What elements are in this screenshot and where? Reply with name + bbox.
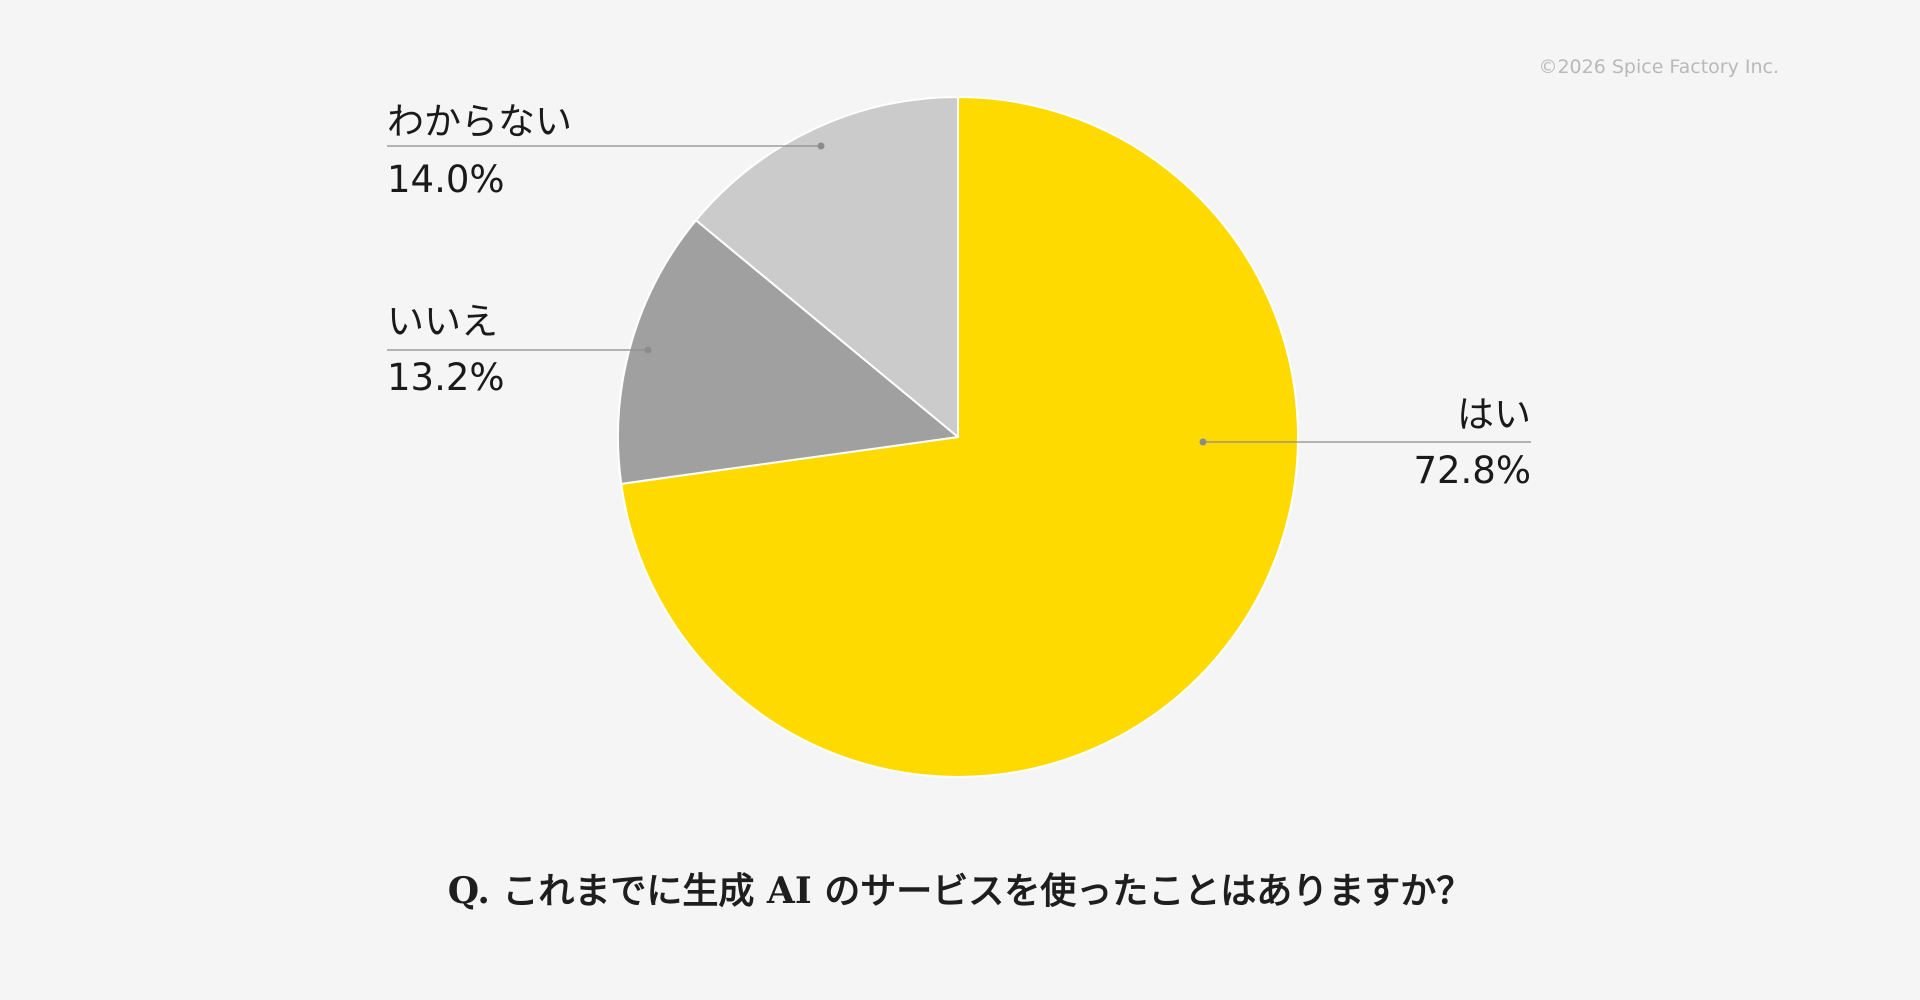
leader-dot-3 xyxy=(817,142,825,150)
pie-slice-3 xyxy=(695,96,959,438)
leader-dot-2 xyxy=(644,346,652,354)
pie-slice-1 xyxy=(620,96,1299,778)
slice-label-2: いいえ xyxy=(387,300,498,343)
slice-label-3: わからない xyxy=(387,100,572,143)
copyright-notice: ©2026 Spice Factory Inc. xyxy=(1538,56,1779,78)
leader-dot-1 xyxy=(1199,438,1207,446)
slice-value-1: 72.8% xyxy=(1413,449,1531,492)
pie-slice-2 xyxy=(617,219,959,485)
pie-slices xyxy=(617,96,1299,778)
slice-label-1: はい xyxy=(1457,393,1531,436)
pie-callouts: はい 72.8% いいえ 13.2% わからない 14.0% xyxy=(387,100,1531,492)
slice-value-3: 14.0% xyxy=(387,158,505,201)
slice-value-2: 13.2% xyxy=(387,356,505,399)
survey-question: Q. これまでに生成 AI のサービスを使ったことはありますか？ xyxy=(447,870,1473,912)
